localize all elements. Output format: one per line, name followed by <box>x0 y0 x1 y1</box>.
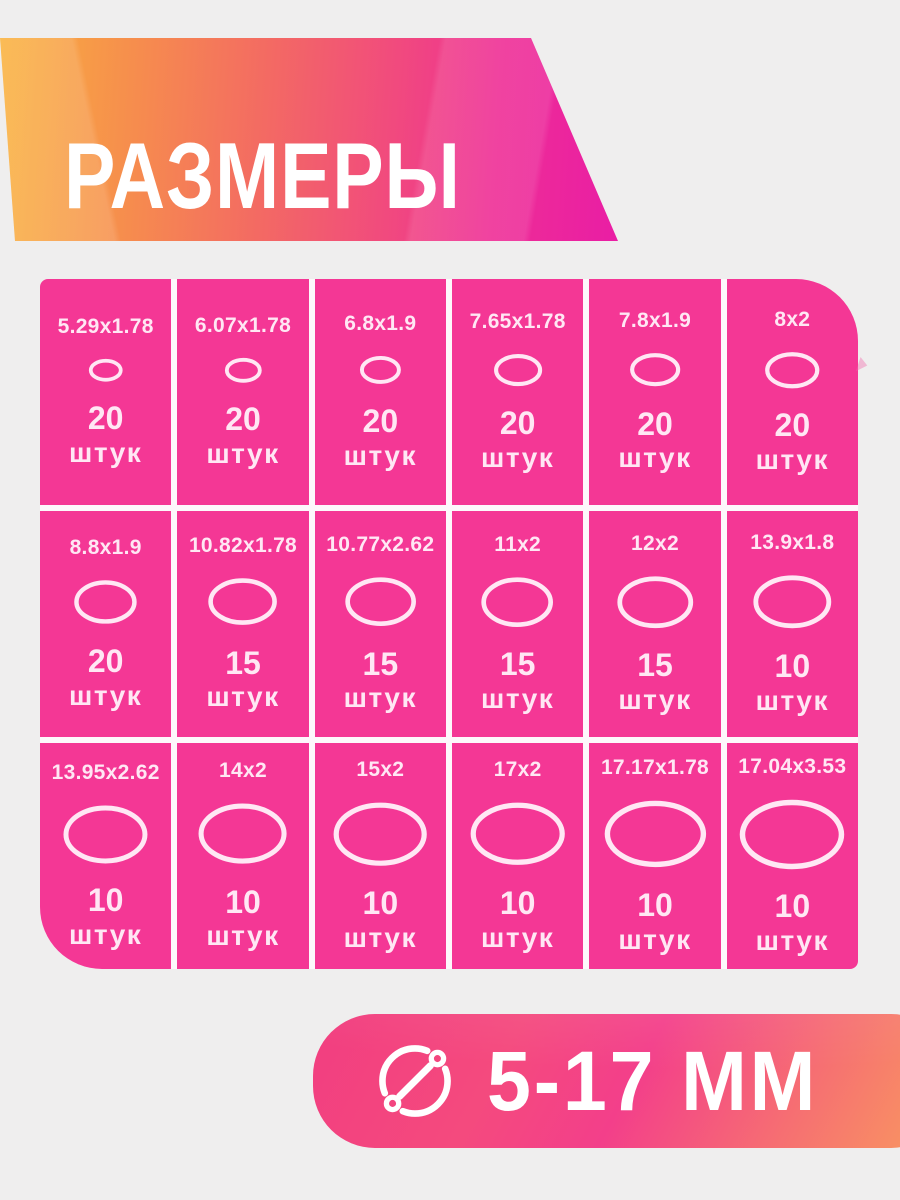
oring-icon <box>198 803 288 865</box>
count-unit-label: штук <box>68 437 143 469</box>
count-value: 15 <box>637 647 673 684</box>
size-cell: 8.8x1.9 20 штук <box>40 511 172 737</box>
size-label: 14x2 <box>219 759 267 783</box>
size-cell: 13.95x2.62 10 штук <box>40 743 172 969</box>
count-value: 20 <box>499 405 536 442</box>
count-unit-label: штук <box>755 925 829 957</box>
oring-icon <box>765 351 820 389</box>
size-cell: 10.82x1.78 15 штук <box>177 511 309 737</box>
size-label: 11x2 <box>494 532 542 556</box>
sizes-grid: 5.29x1.78 20 штук 6.07x1.78 20 штук 6.8x… <box>40 279 858 969</box>
size-label: 17.04x3.53 <box>738 754 847 778</box>
oring-icon <box>493 353 542 387</box>
oring-icon <box>333 802 427 866</box>
count-value: 20 <box>87 400 124 437</box>
size-cell: 7.8x1.9 20 штук <box>589 279 721 505</box>
count-value: 20 <box>774 407 811 444</box>
header-banner: РАЗМЕРЫ <box>0 38 618 241</box>
count-value: 10 <box>774 888 811 925</box>
size-label: 10.77x2.62 <box>326 533 435 557</box>
page-title: РАЗМЕРЫ <box>64 122 461 228</box>
size-cell: 14x2 10 штук <box>177 743 309 969</box>
oring-icon <box>359 356 401 384</box>
count-unit-label: штук <box>68 679 143 711</box>
size-cell: 17.17x1.78 10 штук <box>589 743 721 969</box>
size-label: 7.65x1.78 <box>469 309 566 333</box>
size-label: 8.8x1.9 <box>69 536 142 560</box>
oring-icon <box>753 575 832 629</box>
oring-icon <box>481 577 554 627</box>
count-unit-label: штук <box>206 920 280 952</box>
size-label: 7.8x1.9 <box>618 309 692 333</box>
oring-icon <box>63 805 148 863</box>
diameter-range-label: 5-17 ММ <box>487 1033 819 1128</box>
diameter-range-badge: 5-17 ММ <box>313 1014 900 1148</box>
count-value: 15 <box>362 645 399 682</box>
size-cell: 17.04x3.53 10 штук <box>726 743 858 969</box>
oring-icon <box>604 800 706 868</box>
size-label: 5.29x1.78 <box>57 314 154 338</box>
size-cell: 8x2 20 штук <box>726 279 858 505</box>
size-label: 15x2 <box>356 757 405 781</box>
oring-icon <box>470 802 565 866</box>
count-unit-label: штук <box>618 923 692 955</box>
size-label: 17x2 <box>493 758 542 782</box>
count-unit-label: штук <box>343 682 417 714</box>
size-label: 13.9x1.8 <box>750 531 835 555</box>
size-cell: 11x2 15 штук <box>451 511 584 737</box>
oring-icon <box>740 799 845 869</box>
size-cell: 5.29x1.78 20 штук <box>40 279 172 505</box>
count-value: 10 <box>637 886 673 923</box>
oring-icon <box>88 358 123 382</box>
size-cell: 7.65x1.78 20 штук <box>451 279 584 505</box>
size-label: 10.82x1.78 <box>188 534 298 558</box>
size-label: 12x2 <box>631 531 679 555</box>
count-unit-label: штук <box>343 439 417 471</box>
count-unit-label: штук <box>618 442 692 474</box>
size-cell: 10.77x2.62 15 штук <box>314 511 446 737</box>
count-unit-label: штук <box>206 681 280 713</box>
size-cell: 17x2 10 штук <box>451 743 584 969</box>
count-value: 20 <box>87 642 124 679</box>
size-label: 13.95x2.62 <box>51 760 160 784</box>
size-cell: 6.8x1.9 20 штук <box>314 279 446 505</box>
size-label: 6.07x1.78 <box>194 313 292 337</box>
oring-icon <box>224 357 262 383</box>
count-unit-label: штук <box>68 919 143 951</box>
count-unit-label: штук <box>343 922 417 953</box>
count-unit-label: штук <box>480 921 555 953</box>
count-value: 20 <box>362 402 399 439</box>
oring-icon <box>208 578 278 626</box>
size-cell: 13.9x1.8 10 штук <box>726 511 858 737</box>
count-value: 10 <box>499 884 536 921</box>
diameter-icon <box>379 1045 451 1117</box>
count-value: 20 <box>637 405 673 442</box>
size-cell: 12x2 15 штук <box>589 511 721 737</box>
count-value: 10 <box>774 647 811 684</box>
count-unit-label: штук <box>755 444 829 476</box>
size-label: 17.17x1.78 <box>600 756 710 780</box>
count-value: 10 <box>362 885 399 922</box>
count-unit-label: штук <box>480 441 555 473</box>
count-value: 15 <box>225 644 261 681</box>
oring-icon <box>629 353 681 387</box>
count-unit-label: штук <box>618 684 692 716</box>
count-value: 15 <box>499 646 536 683</box>
size-label: 6.8x1.9 <box>344 312 417 336</box>
count-unit-label: штук <box>480 682 555 714</box>
size-label: 8x2 <box>774 307 811 331</box>
oring-icon <box>74 580 137 624</box>
count-value: 20 <box>225 401 261 438</box>
oring-icon <box>617 576 693 628</box>
size-cell: 6.07x1.78 20 штук <box>177 279 309 505</box>
count-value: 10 <box>225 883 261 920</box>
size-cell: 15x2 10 штук <box>314 743 446 969</box>
count-unit-label: штук <box>206 438 280 470</box>
count-value: 10 <box>87 882 124 919</box>
count-unit-label: штук <box>755 684 829 716</box>
oring-icon <box>344 577 416 627</box>
